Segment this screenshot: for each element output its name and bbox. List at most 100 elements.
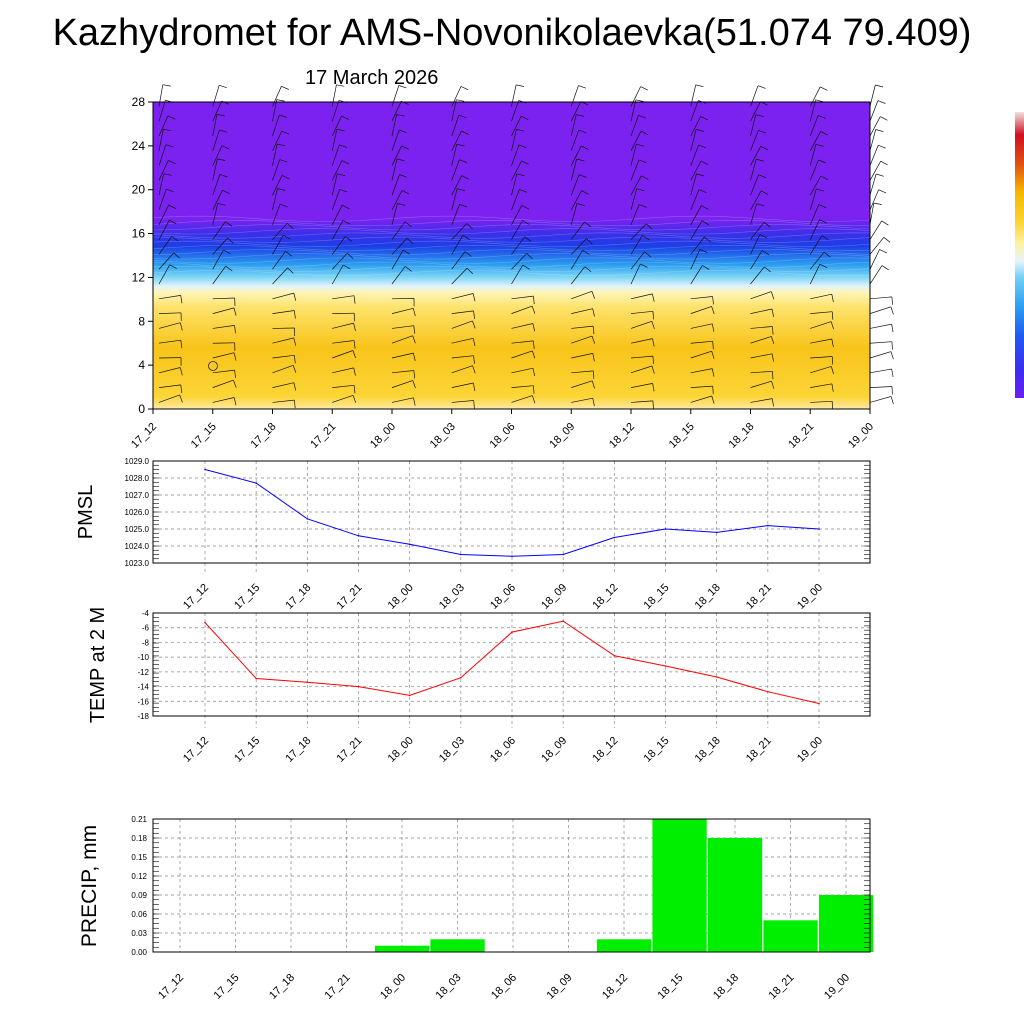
wind-barb-flag [881,265,889,271]
wind-barb [630,188,638,211]
wind-barb-flag [281,175,290,180]
x-tick-label: 18_00 [386,735,416,765]
wind-barb [391,325,414,329]
wind-barb-flag [339,188,348,193]
contour-line [152,269,871,276]
wind-barb-flag [770,291,775,300]
wind-barb [690,189,700,211]
data-point [255,677,257,680]
wind-barb-flag [819,263,828,269]
wind-barb-flag [584,266,592,272]
wind-barb-flag [217,158,226,161]
wind-barb-flag [404,266,412,272]
wind-barb-flag [217,203,226,206]
wind-barb-flag [640,86,648,91]
y-tick-label: 1023.0 [125,559,150,568]
data-point [408,543,411,546]
wind-barb-flag [344,236,352,242]
wind-barb-flag [638,114,647,119]
wind-barb [511,160,522,181]
wind-barb [690,160,702,181]
wind-barb-flag [698,144,707,149]
wind-barb [331,189,341,211]
wind-barb [332,340,355,344]
y-tick-label: 1027.0 [125,491,150,500]
wind-barb [212,100,223,122]
wind-barb-flag [399,129,407,133]
wind-barb [750,159,757,181]
wind-barb [511,395,533,403]
data-point [460,676,462,679]
y-tick-label: -16 [137,697,149,706]
wind-barb-flag [293,293,297,301]
wind-barb-flag [516,129,525,132]
wind-barb-flag [404,221,412,227]
wind-barb-flag [412,308,416,317]
wind-barb [869,145,879,166]
wind-barb-flag [651,365,655,374]
y-tick-label: 0.15 [131,853,147,862]
y-tick-label: 20 [132,183,146,197]
wind-barb [511,236,525,255]
wind-barb-flag [818,204,827,209]
x-tick-label: 18_12 [590,582,620,612]
wind-barb-flag [820,86,828,91]
wind-barb [391,370,414,374]
wind-barb-flag [472,293,476,302]
wind-barb-flag [233,307,237,316]
wind-barb [391,203,398,225]
wind-barb [869,189,879,211]
wind-barb [158,295,181,300]
wind-barb [158,99,166,122]
wind-barb-flag [820,131,828,136]
wind-barb [391,190,403,211]
wind-barb [272,144,278,166]
wind-barb-flag [640,263,648,268]
wind-barb-flag [412,335,416,344]
wind-barb [690,84,697,107]
y-tick-label: -12 [137,668,149,677]
wind-barb [690,385,713,388]
y-tick-label: 0.00 [131,948,147,957]
wind-barb-flag [342,204,350,210]
wind-barb-flag [696,173,705,177]
wind-barb [272,223,288,240]
data-point [613,654,616,657]
x-tick-label: 18_21 [786,421,816,451]
wind-barb-flag [532,395,536,404]
wind-barb-flag [336,128,345,132]
wind-barb-flag [823,251,831,258]
wind-barb [451,86,462,107]
wind-barb [391,145,402,166]
wind-barb-flag [878,189,887,194]
wind-barb-flag [276,99,285,102]
wind-barb [630,175,642,196]
x-tick-label: 17_15 [232,735,262,765]
wind-barb [331,115,342,137]
wind-barb-flag [712,386,714,395]
wind-barb [272,203,281,225]
wind-barb [869,296,892,300]
wind-barb-flag [464,251,472,257]
wind-barb-flag [162,84,171,87]
wind-barb-flag [880,160,888,166]
wind-barb-flag [764,266,771,273]
wind-barb [331,173,338,196]
wind-barb-flag [521,205,530,210]
plot-frame [152,818,871,953]
wind-barb [869,368,892,374]
wind-barb-flag [531,305,536,314]
wind-barb-flag [758,174,767,179]
wind-barb-flag [399,174,408,178]
wind-barb-flag [473,400,475,409]
wind-barb-flag [533,340,535,349]
wind-barb [511,367,534,374]
wind-barb [391,266,406,285]
wind-barb [869,323,892,329]
x-tick-label: 17_18 [249,421,279,451]
x-tick-label: 18_12 [607,421,637,451]
wind-barb-flag [873,202,882,205]
wind-barb [630,235,643,255]
data-point [562,620,564,622]
wind-barb [630,131,642,151]
